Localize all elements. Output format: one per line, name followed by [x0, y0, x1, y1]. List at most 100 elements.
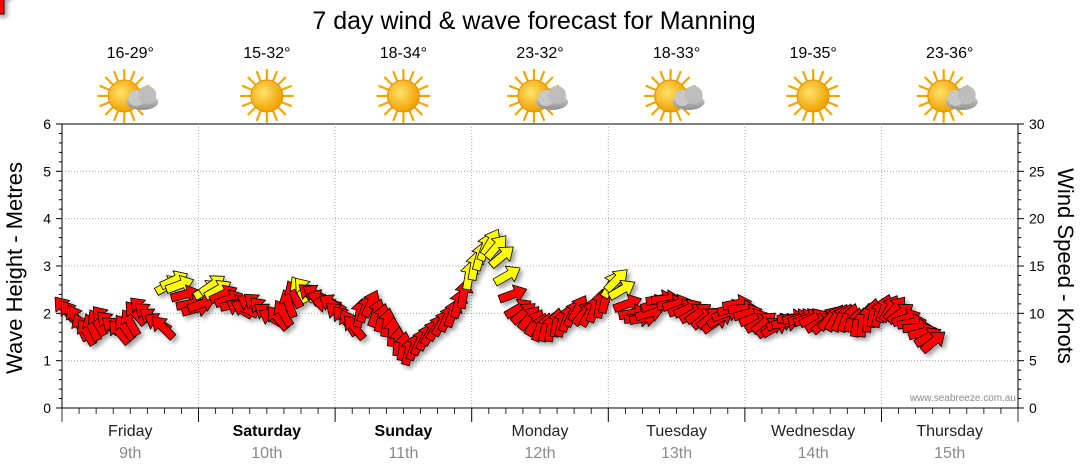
sun-ray	[802, 70, 808, 82]
x-day-label: Saturday	[233, 423, 302, 440]
sun-ray	[793, 106, 803, 116]
sun-icon	[239, 68, 294, 124]
sun-cloud-icon	[506, 68, 568, 124]
sun-cloud-icon	[97, 68, 159, 124]
sun-ray	[918, 84, 930, 91]
x-date-label: 13th	[661, 445, 692, 462]
y-right-tick-label: 15	[1029, 258, 1045, 274]
y-right-tick-label: 10	[1029, 305, 1045, 321]
sun-ray	[414, 106, 423, 116]
x-date-label: 11th	[388, 445, 418, 462]
y-axis-left-title: Wave Height - Metres	[2, 162, 27, 374]
x-axis: Friday 9th Saturday 10th Sunday 11th Monday 12t…	[61, 408, 1019, 462]
y-left-tick-label: 1	[43, 353, 51, 369]
y-left-tick-label: 6	[43, 116, 51, 132]
sun-cloud-icon	[643, 68, 705, 124]
sun-ray	[247, 106, 256, 116]
sun-ray	[645, 101, 656, 108]
sun-ray	[924, 106, 933, 116]
sun-ray	[241, 101, 253, 108]
sun-ray	[383, 106, 393, 116]
sun-ray	[508, 84, 520, 91]
sun-ray	[418, 101, 429, 108]
sun-ray	[378, 84, 389, 91]
y-axis-left: 0 1 2 3 4 5 6	[43, 116, 62, 416]
sun-ray	[539, 110, 546, 122]
sun-ray	[539, 70, 546, 82]
sun-ray	[378, 101, 389, 108]
credit-text: www.seabreeze.com.au	[909, 393, 1016, 404]
temperature-range: 16-29°	[107, 45, 154, 62]
y-left-tick-label: 2	[43, 305, 51, 321]
cloud-part	[957, 86, 976, 104]
sun-disc	[386, 79, 420, 113]
sun-ray	[651, 106, 660, 116]
sun-ray	[277, 76, 287, 86]
sun-ray	[113, 70, 119, 82]
y-axis-right: 0 5 10 15 20 25 30	[1018, 116, 1045, 416]
y-left-tick-label: 0	[43, 400, 51, 416]
wind-arrow	[0, 0, 5, 15]
sun-ray	[104, 76, 114, 86]
sun-ray	[681, 76, 691, 86]
cloud-shape	[672, 86, 705, 110]
sun-ray	[281, 84, 292, 91]
sun-ray	[383, 76, 393, 86]
y-right-tick-label: 25	[1029, 163, 1045, 179]
sun-ray	[247, 76, 256, 86]
sun-ray	[414, 76, 423, 86]
y-left-tick-label: 3	[43, 258, 51, 274]
x-date-label: 9th	[119, 445, 141, 462]
sun-ray	[129, 70, 136, 82]
sun-ray	[241, 84, 253, 91]
wind-arrow	[152, 316, 177, 341]
wind-arrow-series	[0, 0, 946, 367]
sun-ray	[818, 110, 825, 122]
sun-ray	[272, 70, 278, 82]
sun-ray	[918, 101, 930, 108]
sun-ray	[932, 110, 939, 122]
sun-ray	[949, 110, 955, 122]
sun-ray	[659, 70, 666, 82]
sun-ray	[824, 106, 833, 116]
sun-ray	[544, 76, 554, 86]
x-day-label: Thursday	[916, 423, 983, 440]
wind-arrow	[488, 246, 514, 269]
sun-disc	[250, 79, 284, 113]
x-date-label: 12th	[524, 445, 555, 462]
sun-ray	[514, 76, 524, 86]
sun-ray	[508, 101, 520, 108]
x-day-label: Friday	[108, 423, 152, 440]
temperature-range: 19-35°	[789, 45, 836, 62]
sun-ray	[788, 101, 799, 108]
sun-ray	[659, 110, 666, 122]
sun-ray	[277, 106, 287, 116]
sun-ray	[954, 76, 964, 86]
sun-ray	[675, 110, 682, 122]
sun-ray	[255, 70, 262, 82]
sun-ray	[827, 101, 839, 108]
sun-ray	[99, 84, 110, 91]
sun-ray	[129, 110, 136, 122]
sun-ray	[824, 76, 833, 86]
y-right-tick-label: 0	[1029, 400, 1037, 416]
wind-arrow	[919, 331, 946, 355]
y-right-tick-label: 20	[1029, 211, 1045, 227]
temperature-range: 15-32°	[243, 45, 290, 62]
x-day-label: Sunday	[375, 423, 433, 440]
sun-ray	[272, 110, 278, 122]
sun-ray	[522, 110, 529, 122]
sun-ray	[99, 101, 110, 108]
sun-disc	[796, 79, 830, 113]
cloud-part	[138, 86, 157, 104]
sun-icon	[376, 68, 431, 124]
x-day-label: Tuesday	[646, 423, 707, 440]
sun-ray	[408, 110, 415, 122]
sun-ray	[135, 76, 144, 86]
y-right-tick-label: 5	[1029, 353, 1037, 369]
y-axis-right-title: Wind Speed - Knots	[1053, 168, 1078, 364]
temperature-range: 23-32°	[516, 45, 563, 62]
sun-ray	[949, 70, 955, 82]
sun-ray	[924, 76, 933, 86]
x-date-label: 15th	[934, 445, 965, 462]
